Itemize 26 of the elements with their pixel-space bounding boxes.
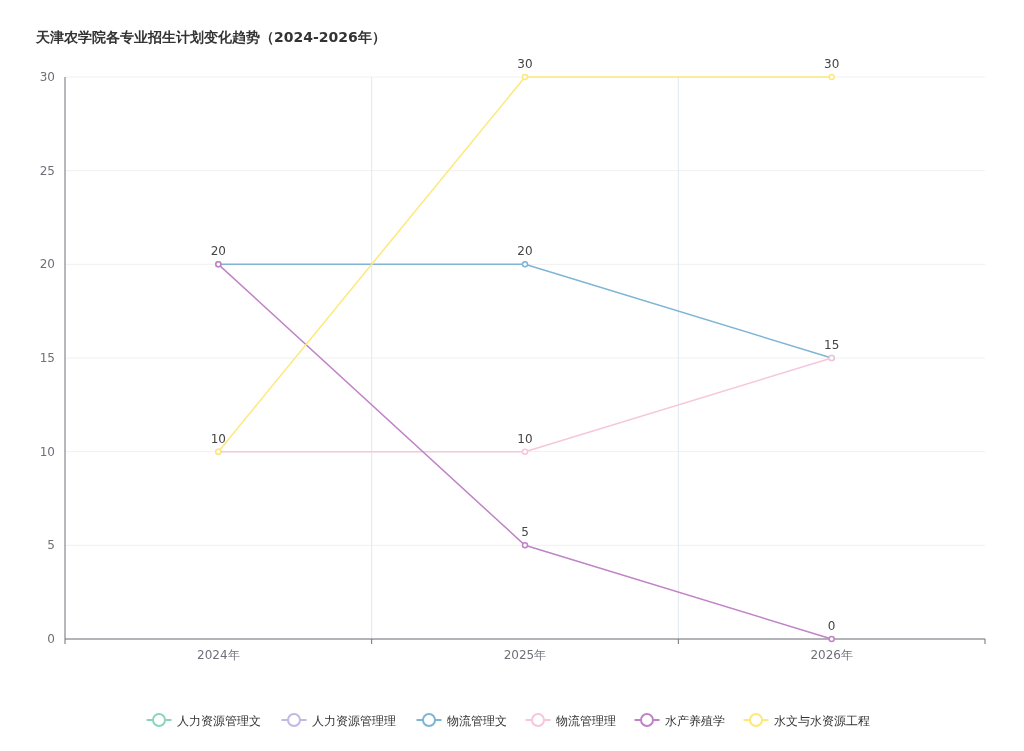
legend-label: 人力资源管理理 <box>311 713 396 728</box>
y-tick-label: 20 <box>39 257 55 272</box>
y-tick-label: 10 <box>39 444 55 459</box>
y-tick-label: 5 <box>47 538 55 553</box>
legend-label: 水文与水资源工程 <box>773 713 870 728</box>
legend-label: 物流管理理 <box>555 713 616 728</box>
y-tick-label: 15 <box>39 351 55 365</box>
y-tick-label: 25 <box>39 163 55 178</box>
y-tick-label: 0 <box>47 632 55 646</box>
data-label: 30 <box>824 57 840 71</box>
data-label: 5 <box>521 525 529 540</box>
data-label: 15 <box>824 338 840 352</box>
legend-label: 水产养殖学 <box>664 713 725 728</box>
data-label: 10 <box>517 431 533 446</box>
legend-label: 物流管理文 <box>446 713 507 728</box>
data-label: 20 <box>210 244 226 259</box>
data-label: 30 <box>517 57 533 71</box>
data-label: 10 <box>210 431 226 446</box>
chart-title: 天津农学院各专业招生计划变化趋势（2024-2026年） <box>35 29 386 45</box>
y-tick-label: 30 <box>39 70 55 84</box>
data-label: 0 <box>827 619 836 633</box>
x-tick-label: 2026年 <box>810 648 853 662</box>
x-tick-label: 2024年 <box>197 648 240 662</box>
x-tick-label: 2025年 <box>503 648 547 662</box>
legend-label: 人力资源管理文 <box>176 713 261 728</box>
data-label: 20 <box>517 244 533 259</box>
